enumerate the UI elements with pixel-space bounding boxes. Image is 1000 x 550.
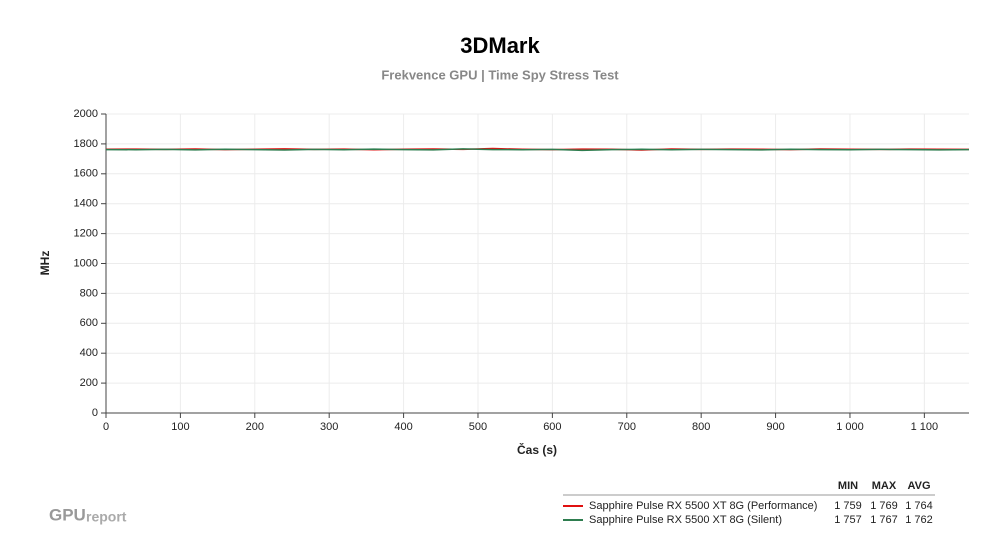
legend-header: MIN [838,480,858,492]
legend-stat: 1 762 [905,514,933,526]
y-tick-label: 2000 [74,108,98,120]
x-tick-label: 400 [394,421,412,433]
y-tick-label: 400 [80,347,98,359]
legend-stat: 1 769 [870,500,898,512]
legend-stat: 1 759 [834,500,862,512]
y-tick-label: 0 [92,407,98,419]
x-tick-label: 800 [692,421,710,433]
y-tick-label: 200 [80,377,98,389]
legend-entry: Sapphire Pulse RX 5500 XT 8G (Performanc… [589,500,817,512]
x-tick-label: 1 100 [911,421,939,433]
x-tick-label: 700 [618,421,636,433]
y-tick-label: 1600 [74,168,98,180]
y-tick-label: 1000 [74,257,98,269]
y-tick-label: 600 [80,317,98,329]
x-tick-label: 1 000 [836,421,864,433]
chart-title: 3DMark [460,33,540,58]
x-tick-label: 500 [469,421,487,433]
y-tick-label: 800 [80,287,98,299]
x-tick-label: 200 [246,421,264,433]
legend-stat: 1 764 [905,500,933,512]
legend-stat: 1 767 [870,514,898,526]
legend-header: AVG [907,480,930,492]
y-tick-label: 1200 [74,228,98,240]
legend-entry: Sapphire Pulse RX 5500 XT 8G (Silent) [589,514,782,526]
x-tick-label: 100 [171,421,189,433]
x-tick-label: 300 [320,421,338,433]
logo-light: report [86,509,127,525]
x-tick-label: 900 [766,421,784,433]
chart-subtitle: Frekvence GPU | Time Spy Stress Test [381,67,619,82]
x-axis-label: Čas (s) [517,442,557,457]
y-axis-label: MHz [38,251,52,276]
y-tick-label: 1400 [74,198,98,210]
legend-stat: 1 757 [834,514,862,526]
series-line [105,148,970,152]
x-tick-label: 600 [543,421,561,433]
y-tick-label: 1800 [74,138,98,150]
x-tick-label: 0 [103,421,109,433]
logo-bold: GPU [49,505,86,524]
legend-header: MAX [872,480,897,492]
